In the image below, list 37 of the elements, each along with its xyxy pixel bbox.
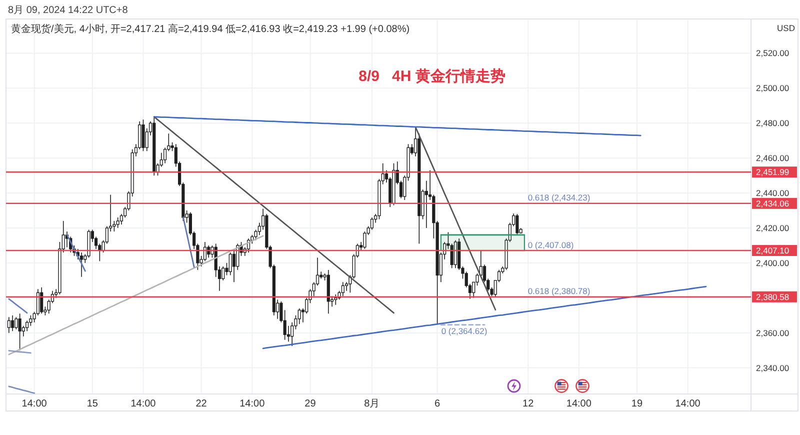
x-tick-label: 22 — [196, 398, 207, 410]
x-tick-label: 14:00 — [240, 398, 265, 410]
x-tick-label: 6 — [434, 398, 440, 410]
ref-line-label: 2,380.58 — [756, 292, 790, 302]
y-tick-label: 2,360.00 — [756, 328, 790, 338]
ref-line-label: 2,407.10 — [756, 246, 790, 256]
y-tick-label: 2,440.00 — [756, 188, 790, 198]
x-tick-label: 14:00 — [22, 398, 47, 410]
y-tick-label: 2,460.00 — [756, 153, 790, 164]
ref-line-label: 2,407.10 — [752, 245, 797, 256]
chart-subtitle: 黄金现货/美元, 4小时, 开=2,417.21 高=2,419.94 低=2,416.93 收=2,419.23 +1.99 (+0.08%) — [11, 24, 410, 35]
ref-line-label: 2,451.99 — [752, 166, 797, 178]
chart-title: 8/9 4H 黄金行情走势 — [358, 68, 506, 85]
annotation: 0 (2,364.62) — [441, 326, 488, 336]
annotation: 0.618 (2,434.23) — [528, 192, 590, 203]
y-tick-label: 2,480.00 — [756, 118, 790, 128]
x-tick-label: 15 — [86, 398, 98, 410]
y-axis-title: USD — [777, 23, 795, 33]
x-tick-label: 14:00 — [130, 398, 156, 410]
x-tick-label: 14:00 — [675, 398, 700, 410]
ref-line-label: 2,380.58 — [752, 291, 797, 302]
y-tick-label: 2,400.00 — [756, 258, 790, 268]
x-tick-label: 29 — [304, 398, 316, 410]
ref-line-label: 2,434.06 — [756, 198, 790, 208]
y-tick-label: 2,340.00 — [756, 362, 790, 373]
annotation: 0 (2,407.08) — [528, 240, 574, 250]
x-tick-label: 19 — [631, 398, 643, 410]
x-tick-label: 14:00 — [566, 398, 592, 410]
x-tick-label: 12 — [522, 398, 534, 410]
y-tick-label: 2,500.00 — [756, 83, 790, 94]
annotation: 8月 09, 2024 14:22 UTC+8 — [8, 5, 128, 16]
y-tick-label: 2,420.00 — [756, 222, 790, 233]
ref-line-label: 2,434.06 — [752, 198, 797, 209]
annotation: 0.618 (2,380.78) — [528, 286, 590, 296]
y-tick-label: 2,520.00 — [756, 48, 790, 58]
ref-line-label: 2,451.99 — [756, 167, 790, 178]
x-tick-label: 8月 — [364, 398, 380, 410]
